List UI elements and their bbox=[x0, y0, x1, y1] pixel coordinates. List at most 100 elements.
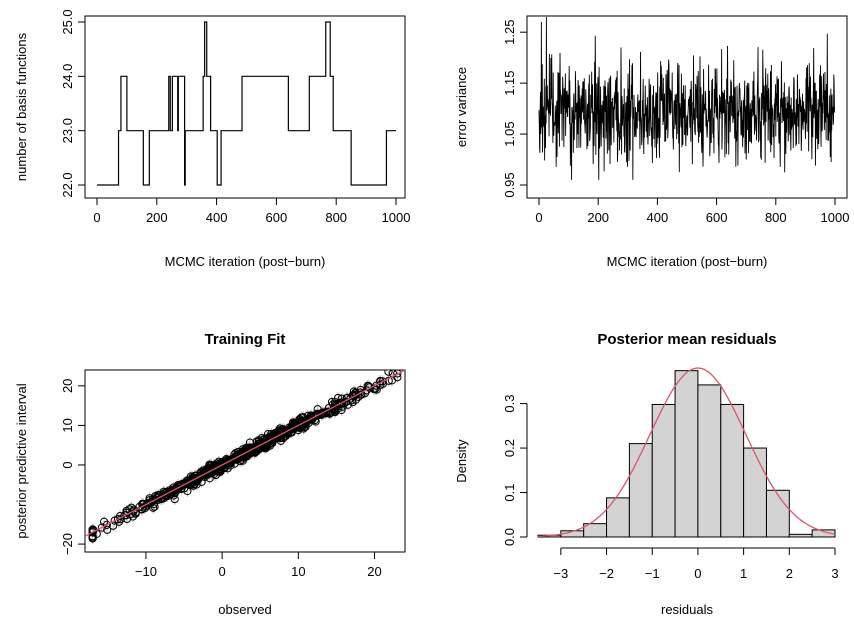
data-point bbox=[127, 503, 136, 512]
data-point bbox=[215, 461, 224, 470]
scatter-marks bbox=[85, 370, 405, 545]
x-axis-label: MCMC iteration (post−burn) bbox=[607, 254, 768, 269]
x-axis: −10 0 10 20 bbox=[135, 552, 382, 579]
x-tick-label: 800 bbox=[765, 210, 787, 225]
data-point bbox=[266, 441, 275, 450]
data-point bbox=[356, 388, 365, 397]
x-tick-label: 400 bbox=[647, 210, 669, 225]
data-point bbox=[88, 534, 97, 543]
plot-frame bbox=[84, 369, 406, 553]
histogram-bar bbox=[765, 489, 790, 538]
x-tick-label: −10 bbox=[135, 564, 157, 579]
data-point bbox=[113, 515, 123, 524]
data-point bbox=[299, 424, 308, 433]
y-tick-label: 23.0 bbox=[60, 118, 75, 143]
histogram-bar bbox=[788, 533, 813, 538]
data-point bbox=[122, 511, 131, 520]
panel-basis-functions-trace: 0 200 400 600 800 1000 22.0 23.0 24.0 25.0 MCMC … bbox=[14, 9, 410, 269]
data-point bbox=[102, 520, 112, 529]
x-tick-label: 0 bbox=[535, 210, 542, 225]
y-tick-label: 25.0 bbox=[60, 9, 75, 34]
y-tick-label: −20 bbox=[60, 533, 75, 555]
x-tick-label: 1000 bbox=[821, 210, 850, 225]
x-axis: 0 200 400 600 800 1000 bbox=[93, 198, 410, 225]
y-axis: 0.95 1.05 1.15 1.25 bbox=[502, 20, 527, 198]
data-point bbox=[234, 447, 243, 457]
x-tick-label: 0 bbox=[694, 566, 701, 581]
trace-line bbox=[97, 21, 396, 186]
data-point bbox=[152, 493, 162, 502]
data-point bbox=[336, 399, 345, 408]
x-axis: 0 200 400 600 800 1000 bbox=[535, 198, 849, 225]
x-tick-label: 600 bbox=[706, 210, 728, 225]
data-point bbox=[393, 370, 402, 378]
data-point bbox=[169, 485, 178, 494]
y-axis-label: number of basis functions bbox=[14, 32, 29, 181]
x-tick-label: 0 bbox=[93, 210, 100, 225]
plot-frame bbox=[526, 15, 848, 199]
histogram-bar bbox=[651, 403, 676, 538]
y-tick-label: 0.2 bbox=[502, 439, 517, 457]
histogram-marks bbox=[537, 367, 836, 538]
x-tick-label: 0 bbox=[219, 564, 226, 579]
data-point bbox=[88, 525, 97, 534]
histogram-bar bbox=[674, 370, 699, 538]
trace-line bbox=[538, 16, 836, 180]
x-tick-label: 2 bbox=[786, 566, 793, 581]
histogram-bar bbox=[606, 497, 630, 538]
panel-residual-histogram: Posterior mean residuals −3 −2 −1 0 1 2 3 0.00… bbox=[454, 331, 839, 617]
x-tick-label: −1 bbox=[645, 566, 660, 581]
x-axis-label: MCMC iteration (post−burn) bbox=[165, 254, 326, 269]
x-tick-label: −3 bbox=[553, 566, 568, 581]
y-axis-label: Density bbox=[454, 439, 469, 483]
y-tick-label: 0.3 bbox=[502, 395, 517, 413]
x-tick-label: 400 bbox=[206, 210, 228, 225]
density-curve bbox=[537, 367, 836, 537]
data-point bbox=[279, 433, 288, 443]
data-point bbox=[149, 503, 158, 512]
chart-title: Posterior mean residuals bbox=[597, 331, 776, 348]
data-point bbox=[164, 487, 174, 497]
data-point bbox=[337, 405, 346, 415]
data-point bbox=[317, 409, 326, 419]
y-axis-label: error variance bbox=[454, 67, 469, 147]
x-axis: −3 −2 −1 0 1 2 3 bbox=[553, 547, 839, 581]
data-point bbox=[170, 494, 179, 504]
y-tick-label: 0.1 bbox=[502, 483, 517, 501]
histogram-bar bbox=[720, 403, 745, 538]
data-point bbox=[97, 523, 106, 532]
data-point bbox=[271, 430, 280, 439]
identity-line bbox=[85, 370, 405, 537]
chart-title: Training Fit bbox=[205, 331, 286, 348]
trace-marks bbox=[97, 21, 396, 186]
data-point bbox=[349, 387, 359, 396]
y-tick-label: 24.0 bbox=[60, 64, 75, 89]
trace-marks bbox=[538, 16, 836, 180]
y-tick-label: 20 bbox=[60, 379, 75, 393]
data-point bbox=[215, 464, 224, 474]
data-point bbox=[103, 525, 112, 534]
data-point bbox=[190, 479, 199, 489]
plot-frame bbox=[84, 15, 406, 199]
data-point bbox=[296, 417, 305, 426]
data-point bbox=[349, 392, 358, 401]
data-point bbox=[151, 495, 160, 504]
data-point bbox=[206, 461, 215, 470]
x-axis-label: residuals bbox=[661, 602, 714, 617]
x-tick-label: 10 bbox=[291, 564, 305, 579]
x-tick-label: 200 bbox=[146, 210, 168, 225]
x-tick-label: 200 bbox=[587, 210, 609, 225]
y-tick-label: 10 bbox=[60, 418, 75, 432]
x-tick-label: 600 bbox=[266, 210, 288, 225]
y-tick-label: 22.0 bbox=[60, 172, 75, 197]
data-point bbox=[206, 466, 215, 475]
y-axis: −20 0 10 20 bbox=[60, 379, 85, 555]
x-tick-label: 1 bbox=[740, 566, 747, 581]
histogram-bar bbox=[743, 447, 767, 538]
data-point bbox=[289, 423, 298, 432]
y-axis: 22.0 23.0 24.0 25.0 bbox=[60, 9, 85, 198]
y-tick-label: 1.15 bbox=[502, 70, 517, 95]
y-tick-label: 0.95 bbox=[502, 172, 517, 197]
